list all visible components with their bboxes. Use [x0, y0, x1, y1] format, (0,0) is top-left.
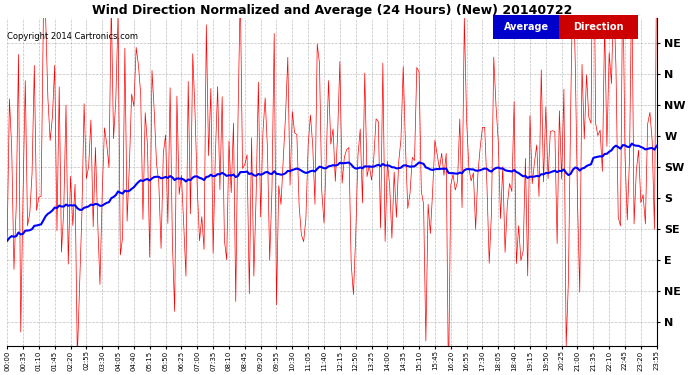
Text: Average: Average	[504, 22, 549, 32]
Text: Copyright 2014 Cartronics.com: Copyright 2014 Cartronics.com	[7, 32, 138, 41]
Title: Wind Direction Normalized and Average (24 Hours) (New) 20140722: Wind Direction Normalized and Average (2…	[92, 4, 572, 17]
Text: Direction: Direction	[573, 22, 624, 32]
